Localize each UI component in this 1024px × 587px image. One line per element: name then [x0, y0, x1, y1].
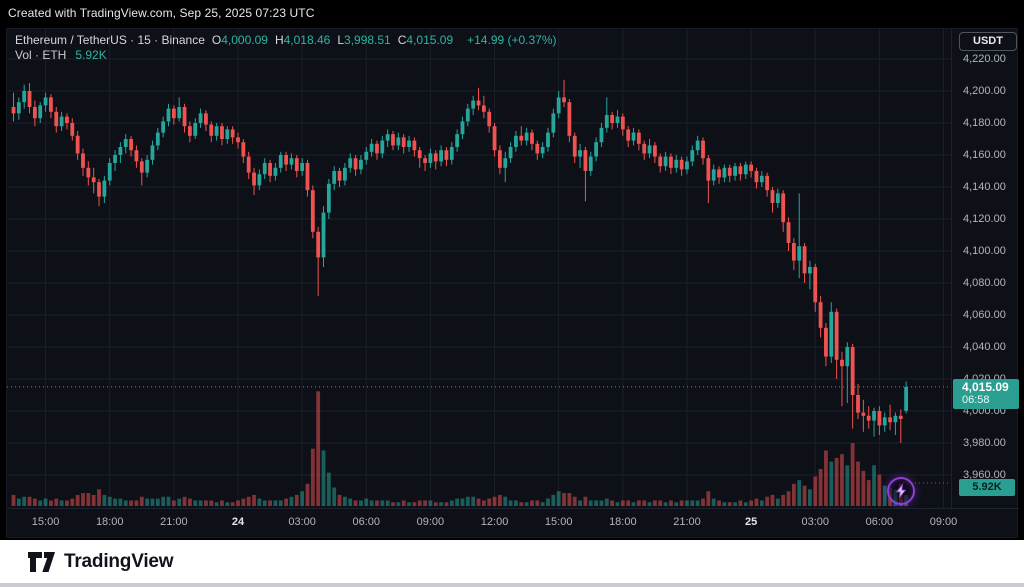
price-tick-label: 4,140.00 [963, 180, 1006, 193]
time-tick-label: 21:00 [673, 516, 701, 528]
price-tick-label: 4,040.00 [963, 340, 1006, 353]
candlestick-chart[interactable] [7, 29, 951, 508]
price-tick-label: 4,180.00 [963, 116, 1006, 129]
chart-pane[interactable]: Ethereum / TetherUS · 15 · Binance O4,00… [7, 29, 951, 508]
price-tick-label: 3,960.00 [963, 468, 1006, 481]
price-tick-label: 3,980.00 [963, 436, 1006, 449]
last-price-value: 4,015.09 [962, 379, 1009, 394]
time-tick-label: 03:00 [801, 516, 830, 528]
tradingview-logo-text: TradingView [64, 551, 174, 572]
attribution-text: Created with TradingView.com, Sep 25, 20… [8, 6, 315, 20]
price-tick-label: 4,060.00 [963, 308, 1006, 321]
time-axis[interactable]: 15:00 18:00 21:00 24 03:00 06:00 09:00 12:00 15:… [7, 508, 1019, 540]
time-tick-label: 24 [231, 516, 245, 528]
price-tick-label: 4,220.00 [963, 52, 1006, 65]
last-price-badge: 4,015.09 06:58 [953, 378, 1019, 409]
volume-axis-badge: 5.92K [959, 479, 1015, 496]
window-bottom-edge [0, 583, 1024, 587]
bar-countdown: 06:58 [962, 393, 990, 406]
price-tick-label: 4,080.00 [963, 276, 1006, 289]
time-tick-label: 09:00 [416, 516, 445, 528]
tradingview-logo-icon [28, 552, 55, 572]
time-tick-label: 09:00 [929, 516, 958, 528]
price-tick-label: 4,100.00 [963, 244, 1006, 257]
time-tick-label: 06:00 [352, 516, 381, 528]
tradingview-widget: Ethereum / TetherUS · 15 · Binance O4,00… [6, 28, 1020, 540]
price-tick-label: 4,120.00 [963, 212, 1006, 225]
footer-bar: TradingView [0, 540, 1024, 587]
time-tick-label: 06:00 [865, 516, 894, 528]
price-tick-label: 4,160.00 [963, 148, 1006, 161]
time-tick-label: 18:00 [95, 516, 124, 528]
price-tick-label: 4,200.00 [963, 84, 1006, 97]
currency-toggle-button[interactable]: USDT [959, 32, 1017, 51]
time-tick-label: 21:00 [160, 516, 188, 528]
time-tick-label: 15:00 [544, 516, 573, 528]
time-tick-label: 03:00 [288, 516, 316, 528]
price-axis[interactable]: USDT 4,220.00 4,200.00 4,180.00 4,160.00 4,1… [951, 29, 1020, 508]
time-tick-label: 25 [744, 516, 758, 528]
time-tick-label: 15:00 [31, 516, 60, 528]
tradingview-logo-link[interactable]: TradingView [28, 550, 174, 574]
lightning-icon [895, 483, 907, 499]
time-tick-label: 18:00 [609, 516, 637, 528]
lightning-button[interactable] [887, 477, 915, 505]
time-tick-label: 12:00 [480, 516, 509, 528]
